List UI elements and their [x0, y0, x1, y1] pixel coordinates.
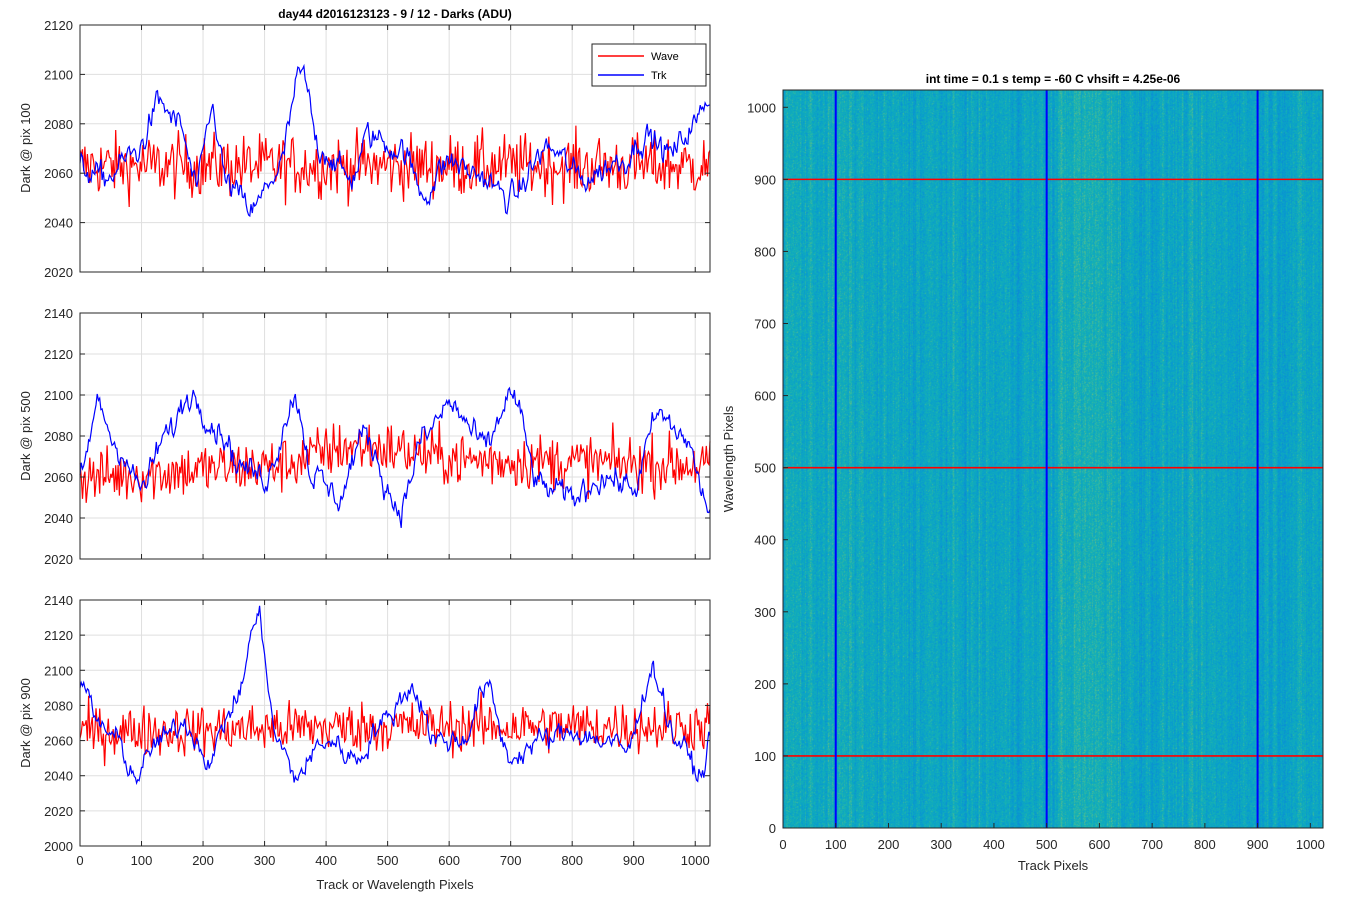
- heatmap-ticks: 0 100 200 300 400 500 600 700 800 900 1000 0 100 200 3…: [747, 100, 1325, 852]
- heatmap-x-tick-label: 500: [1036, 837, 1058, 852]
- y-tick-label: 2020: [44, 552, 73, 567]
- legend-trk-label: Trk: [651, 70, 667, 82]
- heatmap-panel: int time = 0.1 s temp = -60 C vhsift = 4…: [721, 72, 1325, 873]
- heatmap-y-tick-label: 200: [754, 677, 776, 692]
- heatmap-y-tick-label: 700: [754, 317, 776, 332]
- y-tick-label: 2080: [44, 698, 73, 713]
- series-lines-500: [79, 386, 711, 528]
- heatmap-x-tick-label: 800: [1194, 837, 1216, 852]
- heatmap-y-tick-label: 100: [754, 749, 776, 764]
- heatmap-y-tick-label: 0: [769, 821, 776, 836]
- heatmap-y-tick-label: 400: [754, 533, 776, 548]
- legend: Wave Trk: [591, 43, 707, 87]
- ticks-100: 2020 2040 2060 2080 2100 2120: [44, 18, 710, 280]
- series-line-wave: [79, 691, 711, 767]
- heatmap-y-tick-label: 800: [754, 244, 776, 259]
- heatmap-x-tick-label: 1000: [1296, 837, 1325, 852]
- x-tick-label: 1000: [681, 853, 710, 868]
- plot-dark-pix-100: 2020 2040 2060 2080 2100 2120 day44 d20161231…: [18, 7, 711, 280]
- heatmap-x-tick-label: 900: [1247, 837, 1269, 852]
- x-tick-label: 0: [76, 853, 83, 868]
- x-tick-label: 600: [438, 853, 460, 868]
- heatmap-y-tick-label: 300: [754, 605, 776, 620]
- axes-box-900: [79, 599, 711, 847]
- ticks-900: 0 100 200 300 400 500 600 700 800 900 1000 2000 2020…: [44, 593, 710, 868]
- heatmap-xlabel: Track Pixels: [1018, 858, 1089, 873]
- series-lines-900: [79, 605, 711, 786]
- series-line-trk: [79, 605, 711, 786]
- x-tick-label: 700: [500, 853, 522, 868]
- heatmap-x-tick-label: 400: [983, 837, 1005, 852]
- right-title: int time = 0.1 s temp = -60 C vhsift = 4…: [926, 72, 1181, 86]
- ylabel-pix-500: Dark @ pix 500: [18, 391, 33, 481]
- x-tick-label: 200: [192, 853, 214, 868]
- x-tick-label: 800: [561, 853, 583, 868]
- heatmap-x-tick-label: 300: [930, 837, 952, 852]
- y-tick-label: 2060: [44, 470, 73, 485]
- heatmap-x-tick-label: 100: [825, 837, 847, 852]
- legend-box: [591, 43, 707, 87]
- heatmap-x-tick-label: 0: [779, 837, 786, 852]
- y-tick-label: 2100: [44, 388, 73, 403]
- legend-wave-label: Wave: [651, 51, 679, 63]
- x-tick-label: 300: [254, 853, 276, 868]
- y-tick-label: 2060: [44, 734, 73, 749]
- y-tick-label: 2040: [44, 769, 73, 784]
- series-line-trk: [79, 386, 711, 528]
- heatmap-y-tick-label: 900: [754, 172, 776, 187]
- heatmap-image: [783, 90, 1323, 828]
- y-tick-label: 2060: [44, 166, 73, 181]
- y-tick-label: 2140: [44, 306, 73, 321]
- heatmap-x-tick-label: 700: [1141, 837, 1163, 852]
- ticks-500: 2020 2040 2060 2080 2100 2120 2140: [44, 306, 710, 567]
- ylabel-pix-100: Dark @ pix 100: [18, 103, 33, 193]
- heatmap-image-wrap: [783, 90, 1323, 828]
- y-tick-label: 2100: [44, 663, 73, 678]
- heatmap-ylabel: Wavelength Pixels: [721, 405, 736, 512]
- x-tick-label: 500: [377, 853, 399, 868]
- y-tick-label: 2000: [44, 839, 73, 854]
- plot-dark-pix-900: 0 100 200 300 400 500 600 700 800 900 1000 2000 2020…: [18, 593, 711, 892]
- x-tick-label: 900: [623, 853, 645, 868]
- y-tick-label: 2020: [44, 265, 73, 280]
- series-line-wave: [79, 125, 711, 208]
- grid-500: [80, 313, 710, 559]
- y-tick-label: 2080: [44, 429, 73, 444]
- y-tick-label: 2040: [44, 511, 73, 526]
- left-title: day44 d2016123123 - 9 / 12 - Darks (ADU): [278, 7, 511, 21]
- plot-dark-pix-500: 2020 2040 2060 2080 2100 2120 2140 Dark @ pix …: [18, 306, 711, 567]
- heatmap-x-tick-label: 600: [1089, 837, 1111, 852]
- heatmap-y-tick-label: 500: [754, 461, 776, 476]
- series-lines-100: [79, 63, 711, 218]
- x-tick-label: 100: [131, 853, 153, 868]
- y-tick-label: 2120: [44, 347, 73, 362]
- ylabel-pix-900: Dark @ pix 900: [18, 678, 33, 768]
- y-tick-label: 2100: [44, 67, 73, 82]
- axes-box-100: [79, 24, 711, 273]
- y-tick-label: 2120: [44, 18, 73, 33]
- heatmap-axes-box: [782, 89, 1324, 829]
- series-line-trk: [79, 63, 711, 218]
- y-tick-label: 2020: [44, 804, 73, 819]
- x-tick-label: 400: [315, 853, 337, 868]
- y-tick-label: 2140: [44, 593, 73, 608]
- series-line-wave: [79, 420, 711, 503]
- y-tick-label: 2040: [44, 216, 73, 231]
- heatmap-x-tick-label: 200: [878, 837, 900, 852]
- heatmap-markers: [783, 90, 1323, 828]
- y-tick-label: 2080: [44, 117, 73, 132]
- heatmap-y-tick-label: 1000: [747, 100, 776, 115]
- y-tick-label: 2120: [44, 628, 73, 643]
- heatmap-y-tick-label: 600: [754, 389, 776, 404]
- xlabel-left: Track or Wavelength Pixels: [316, 877, 474, 892]
